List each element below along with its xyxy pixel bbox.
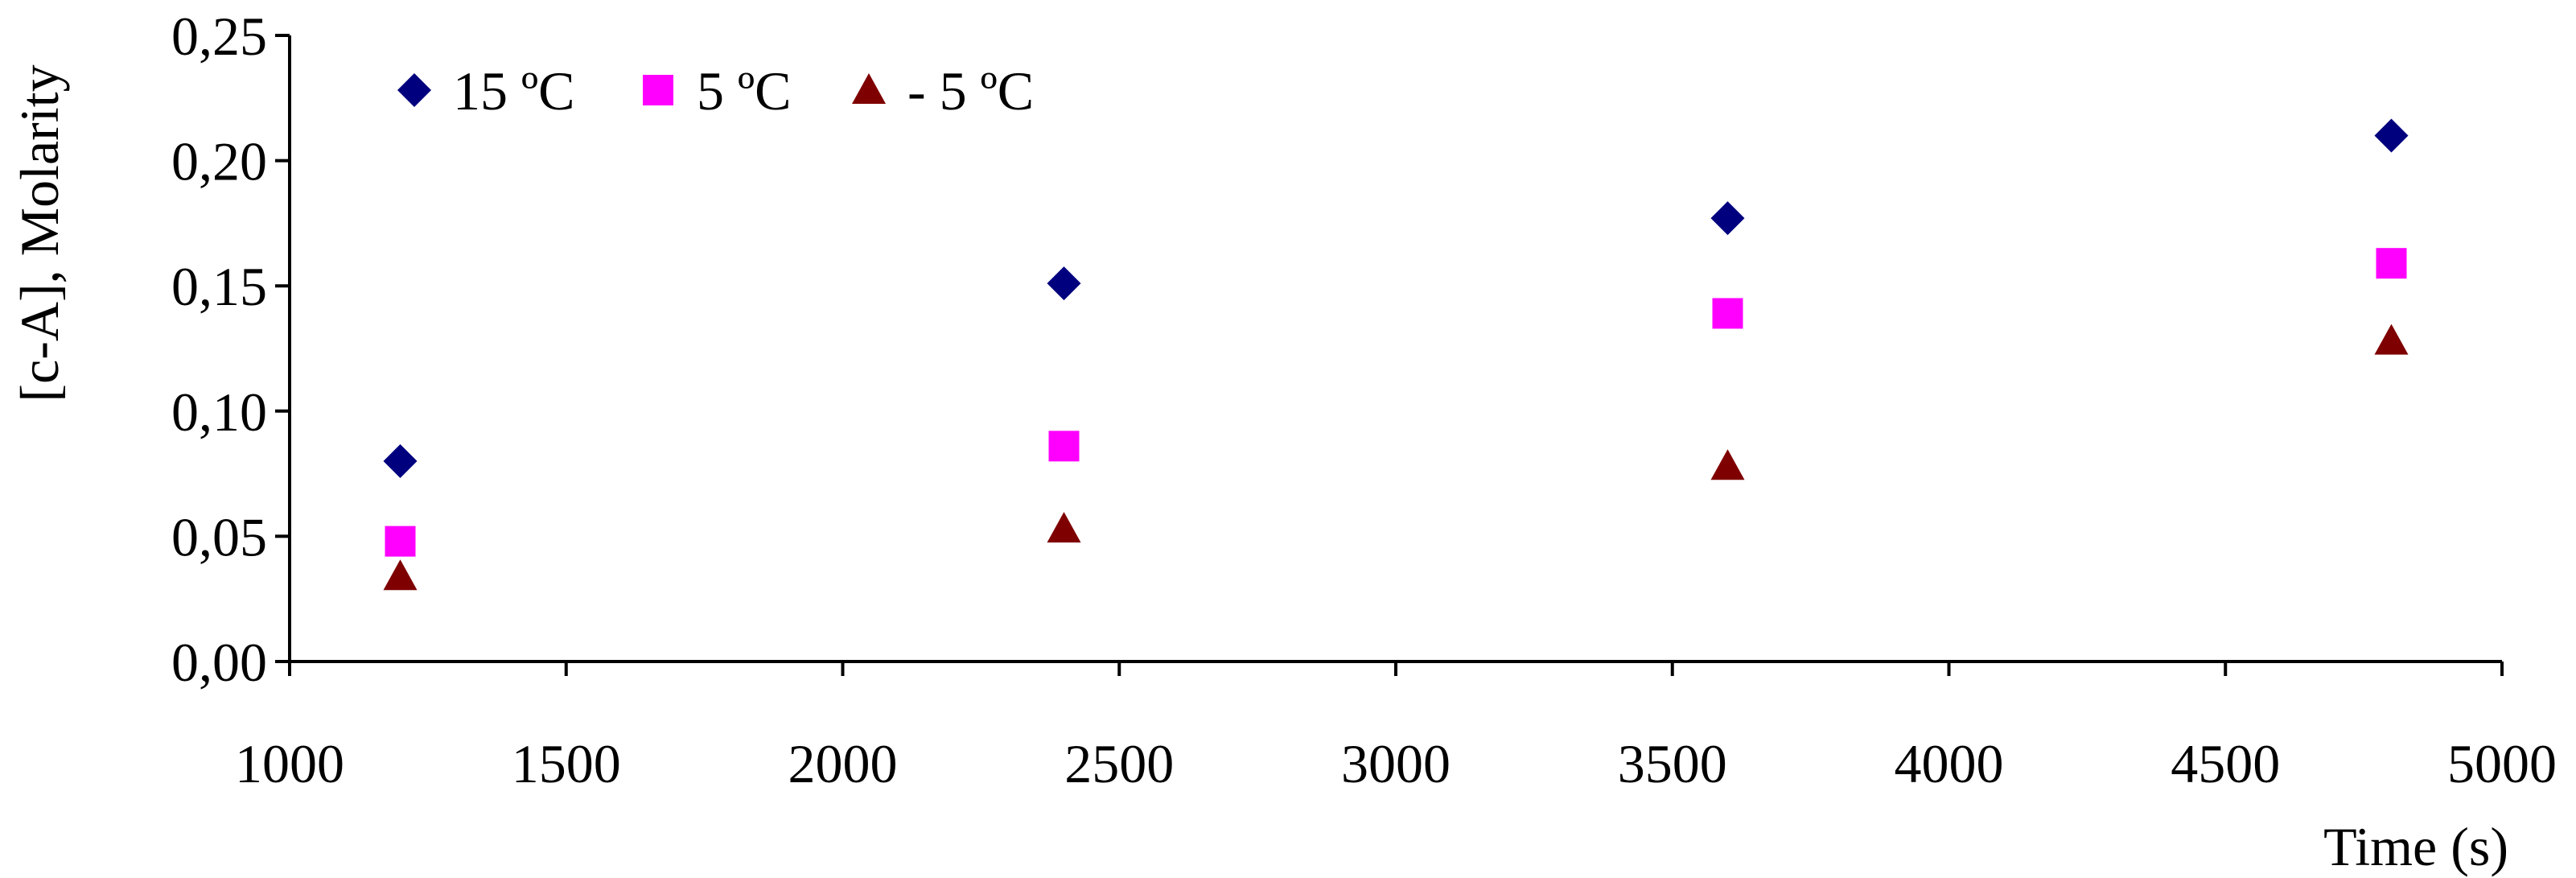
legend-marker-diamond	[397, 73, 431, 107]
x-tick-label: 5000	[2447, 733, 2557, 794]
data-point-diamond	[1710, 201, 1745, 236]
data-point-square	[1712, 298, 1743, 329]
x-tick-label: 4500	[2171, 733, 2280, 794]
data-point-triangle	[1047, 512, 1081, 543]
legend-label: 5 ºC	[697, 60, 791, 122]
x-tick-label: 1000	[235, 733, 344, 794]
data-point-square	[2376, 248, 2407, 279]
axes	[288, 35, 2502, 663]
data-markers	[383, 118, 2409, 591]
legend-item: 5 ºC	[643, 60, 791, 122]
data-point-triangle	[2374, 324, 2409, 355]
data-point-diamond	[1047, 266, 1081, 301]
legend-marker-square	[643, 75, 673, 105]
y-ticks: 0,00 0,05 0,10 0,15 0,20 0,25	[171, 6, 290, 693]
series-square	[385, 248, 2407, 557]
legend-label: - 5 ºC	[907, 60, 1034, 122]
y-tick-label: 0,05	[171, 506, 267, 567]
x-tick-label: 1500	[512, 733, 621, 794]
data-point-square	[1048, 431, 1080, 462]
legend: 15 ºC 5 ºC - 5 ºC	[397, 60, 1034, 122]
x-tick-label: 2000	[788, 733, 898, 794]
data-point-diamond	[383, 444, 418, 479]
x-tick-label: 3000	[1341, 733, 1451, 794]
legend-marker-triangle	[852, 73, 886, 104]
legend-item: 15 ºC	[397, 60, 574, 122]
legend-item: - 5 ºC	[852, 60, 1034, 122]
x-tick-label: 3500	[1618, 733, 1727, 794]
y-axis-title: [c-A], Molarity	[9, 64, 70, 402]
data-point-triangle	[1710, 449, 1745, 480]
series-triangle	[383, 324, 2409, 591]
y-tick-label: 0,15	[171, 256, 267, 317]
data-point-diamond	[2374, 118, 2409, 153]
x-tick-label: 4000	[1895, 733, 2004, 794]
data-point-square	[385, 526, 416, 557]
x-ticks: 1000 1500 2000 2500 3000 3500 4000 4500 5000	[235, 662, 2557, 794]
series-diamond	[383, 118, 2409, 479]
y-tick-label: 0,00	[171, 632, 267, 693]
legend-label: 15 ºC	[453, 60, 574, 122]
y-tick-label: 0,25	[171, 6, 267, 67]
x-tick-label: 2500	[1064, 733, 1174, 794]
y-tick-label: 0,10	[171, 381, 267, 443]
data-point-triangle	[383, 559, 418, 591]
x-axis-title: Time (s)	[2323, 816, 2508, 877]
y-tick-label: 0,20	[171, 131, 267, 192]
